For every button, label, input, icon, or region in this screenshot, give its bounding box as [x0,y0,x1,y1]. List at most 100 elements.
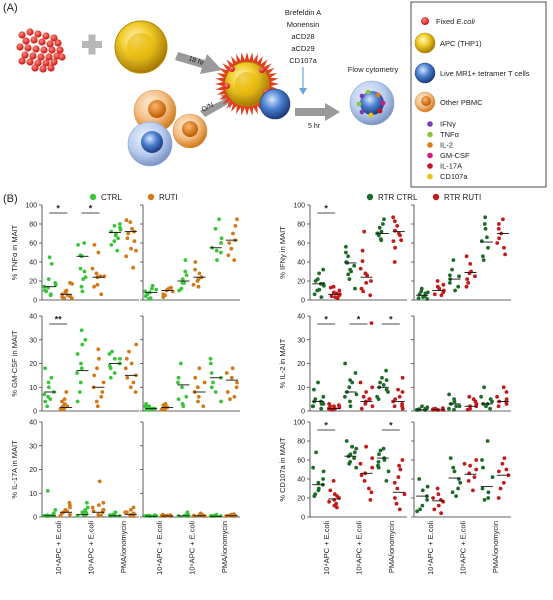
data-point [439,293,444,298]
data-point [316,486,321,491]
data-point [123,366,128,371]
data-point [498,486,503,491]
data-point [348,399,352,404]
data-point [150,283,155,288]
ecoli-dot [42,59,50,67]
data-point [496,496,501,500]
data-point [129,361,134,366]
data-point [335,494,339,498]
data-point [354,446,359,451]
data-point [354,465,359,470]
data-point [193,260,198,264]
data-point [454,404,459,409]
data-point [45,489,50,493]
data-point [92,373,97,378]
cytokine-swatch [427,173,433,180]
data-point [112,224,117,228]
data-point [447,406,451,411]
legend-left: CTRL RUTI [89,193,178,202]
data-point [457,404,462,409]
data-point [436,503,441,508]
data-point [68,512,72,517]
data-point [392,404,397,409]
y-tick-label: 40 [29,260,37,267]
ecoli-dot [259,67,265,73]
reagent-1: Monensin [287,20,320,29]
data-point [208,361,213,366]
ecoli-dot [30,36,38,44]
y-tick-label: 0 [33,515,37,522]
data-point [134,342,139,347]
legend-t-cell-label: Live MR1+ tetramer T cells [440,69,530,78]
data-point [48,293,53,298]
data-point [453,288,457,293]
data-point [488,397,493,401]
data-point [386,469,391,474]
legend-pbmc-label: Other PBMC [440,98,483,107]
data-point [131,265,136,270]
chart-il2: % IL-2 in MAIT 0 10 20 30 40 * * * [278,314,511,416]
data-point [42,392,47,397]
data-point [397,463,401,468]
arrow-5hr-icon [295,103,340,121]
data-point [80,289,85,294]
data-point [46,277,51,281]
data-point [180,385,184,390]
data-point [132,239,137,244]
data-point [370,456,375,460]
y-axis-label: % CD107a in MAIT [278,437,287,502]
data-point [80,342,85,347]
data-point [451,258,456,262]
data-point [49,262,54,266]
reagent-0: Brefeldin A [285,8,321,17]
data-point [376,460,381,464]
data-point [370,465,375,470]
data-point [467,394,472,399]
y-axis-label: % IL-2 in MAIT [278,338,287,388]
data-point [353,286,357,291]
data-point [184,273,189,278]
data-point [110,349,114,354]
data-point [502,456,507,460]
data-point [458,480,463,485]
data-point [382,217,386,222]
y-tick-label: 30 [29,443,37,450]
data-point [343,361,347,366]
data-point [352,450,357,455]
data-point [314,450,318,455]
ecoli-dot [24,44,32,52]
y-axis-label: % TNFα in MAIT [10,224,19,280]
data-point [464,284,469,289]
data-point [181,404,186,409]
data-point [228,397,232,401]
data-point [450,267,454,272]
data-point [432,292,437,297]
data-point [112,239,117,244]
ecoli-dot [58,53,66,61]
data-point [481,258,486,262]
data-point [328,488,333,493]
data-point [123,510,127,515]
data-point [501,217,505,222]
data-point [480,458,484,462]
data-point [48,397,53,401]
panel-a: (A) 18 hr O/N [3,1,547,188]
data-point [161,403,166,407]
data-point [393,219,397,224]
y-tick-label: 100 [293,203,305,210]
data-point [229,375,234,380]
ecoli-dot [29,52,37,60]
data-point [311,404,315,409]
data-point [43,366,47,371]
y-tick-label: 20 [297,361,305,368]
data-point [47,255,52,260]
data-point [208,356,213,361]
data-point [49,375,54,380]
data-point [79,328,84,333]
chart-cd107a: % CD107a in MAIT 0 20 40 60 80 100 * * [278,420,511,522]
data-point [368,498,373,502]
data-point [215,258,219,262]
data-point [97,356,101,361]
data-point [219,250,223,255]
